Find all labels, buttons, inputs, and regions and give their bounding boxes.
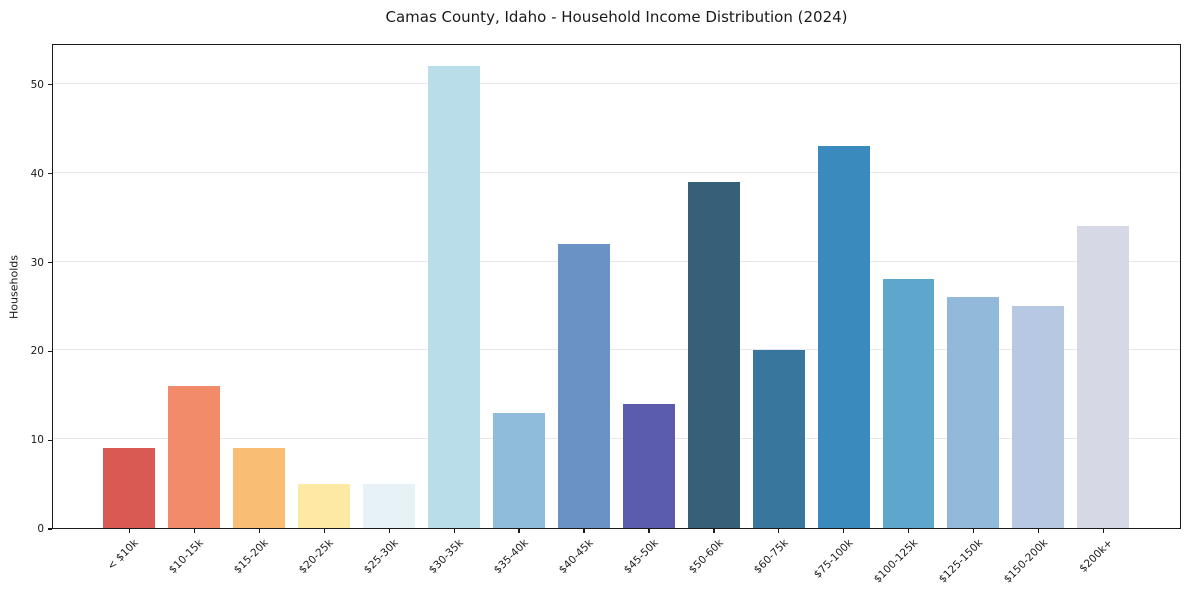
- bar-$150-200k: [1012, 305, 1065, 528]
- bar-$50-60k: [687, 181, 740, 528]
- x-tick-mark: [323, 529, 325, 533]
- x-tick-mark: [518, 529, 520, 533]
- chart-title: Camas County, Idaho - Household Income D…: [385, 8, 848, 26]
- x-tick-mark: [1038, 529, 1040, 533]
- bar-$30-35k: [427, 66, 480, 528]
- bar-$60-75k: [752, 350, 805, 528]
- x-tick-mark: [128, 529, 130, 533]
- x-tick-mark: [778, 529, 780, 533]
- x-tick-mark: [453, 529, 455, 533]
- y-tick-label: 50: [30, 78, 44, 91]
- x-tick-mark: [843, 529, 845, 533]
- y-tick-label: 0: [37, 523, 44, 535]
- plot-area: [52, 44, 1181, 529]
- bar-$15-20k: [232, 448, 285, 528]
- y-tick-label: 30: [30, 256, 44, 269]
- bar-$75-100k: [817, 146, 870, 528]
- y-tick-mark: [48, 350, 52, 352]
- x-tick-mark: [388, 529, 390, 533]
- x-tick-mark: [258, 529, 260, 533]
- gridline: [53, 438, 1180, 440]
- y-tick-mark: [48, 439, 52, 441]
- y-tick-mark: [48, 173, 52, 175]
- x-tick-mark: [973, 529, 975, 533]
- x-tick-mark: [583, 529, 585, 533]
- y-tick-mark: [48, 528, 52, 530]
- x-tick-mark: [193, 529, 195, 533]
- gridline: [53, 82, 1180, 84]
- bar-$25-30k: [362, 483, 415, 528]
- bar-$100-125k: [882, 279, 935, 528]
- bar-$20-25k: [297, 483, 350, 528]
- bar-$10-15k: [167, 385, 220, 528]
- bar-$45-50k: [622, 403, 675, 528]
- y-tick-label: 20: [30, 345, 44, 358]
- bar-$200k+: [1077, 226, 1130, 528]
- bar-$35-40k: [492, 412, 545, 528]
- bar-$40-45k: [557, 243, 610, 528]
- y-tick-label: 40: [30, 167, 44, 180]
- bar-$125-150k: [947, 297, 1000, 528]
- gridline: [53, 171, 1180, 173]
- y-tick-mark: [48, 84, 52, 86]
- gridline: [53, 260, 1180, 262]
- x-tick-mark: [713, 529, 715, 533]
- gridline: [53, 349, 1180, 351]
- x-tick-mark: [1103, 529, 1105, 533]
- bar-< $10k: [103, 448, 155, 528]
- y-tick-label: 10: [30, 434, 44, 447]
- y-axis-label: Households: [7, 255, 21, 319]
- x-tick-mark: [648, 529, 650, 533]
- y-tick-mark: [48, 261, 52, 264]
- x-tick-mark: [908, 529, 910, 533]
